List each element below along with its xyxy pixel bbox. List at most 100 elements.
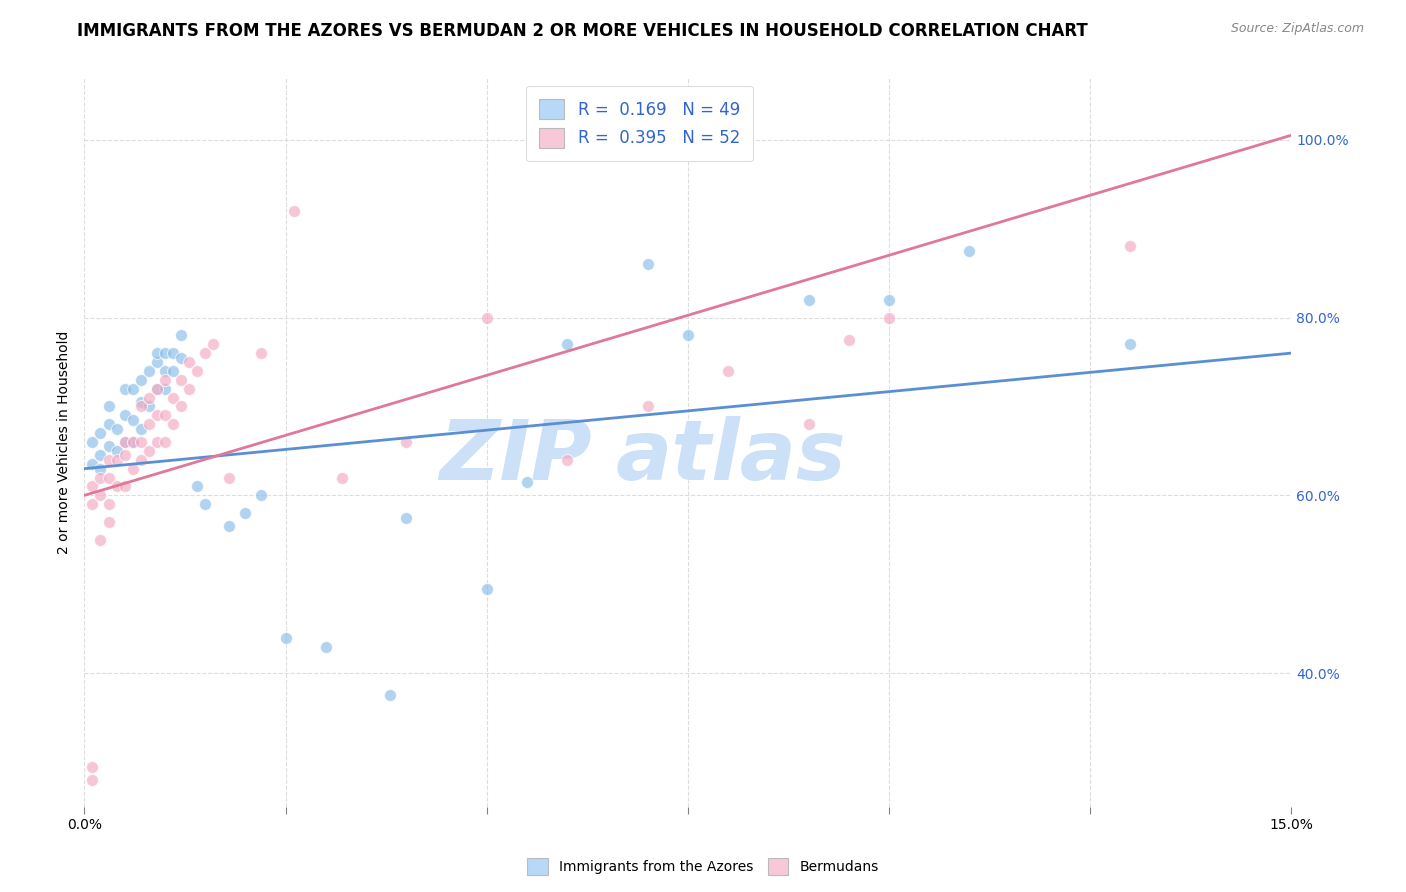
Point (162, 364, 184, 378)
Point (121, 413, 143, 427)
Point (186, 479, 208, 493)
Point (146, 409, 169, 423)
Point (82, 497, 104, 511)
Point (129, 422, 152, 436)
Text: atlas: atlas (616, 416, 846, 497)
Point (146, 355, 169, 369)
Point (114, 409, 136, 423)
Point (637, 257, 659, 271)
Point (89, 426, 111, 441)
Point (153, 373, 176, 387)
Point (177, 355, 200, 369)
Point (129, 452, 152, 467)
Point (97, 515, 120, 529)
Point (121, 435, 143, 450)
Point (233, 506, 256, 520)
Point (516, 475, 538, 489)
Point (186, 364, 208, 378)
Point (138, 391, 160, 405)
Point (114, 479, 136, 493)
Point (797, 417, 820, 432)
Point (121, 461, 143, 475)
Point (218, 470, 240, 484)
Point (146, 435, 169, 450)
Point (170, 328, 193, 343)
Point (170, 373, 193, 387)
Point (153, 382, 176, 396)
Point (138, 417, 160, 432)
Point (105, 479, 128, 493)
Point (82, 759, 104, 773)
Point (105, 422, 128, 436)
Point (97, 440, 120, 454)
Point (959, 244, 981, 258)
Point (170, 400, 193, 414)
Point (274, 631, 297, 645)
Point (89, 448, 111, 462)
Point (475, 310, 498, 325)
Point (129, 435, 152, 450)
Point (129, 395, 152, 409)
Point (146, 346, 169, 360)
Point (97, 452, 120, 467)
Point (114, 448, 136, 462)
Point (1119, 239, 1142, 253)
Point (153, 409, 176, 423)
Point (637, 400, 659, 414)
Point (162, 391, 184, 405)
Point (146, 382, 169, 396)
Point (82, 435, 104, 450)
Point (121, 382, 143, 396)
Point (797, 293, 820, 307)
Point (194, 346, 217, 360)
Text: IMMIGRANTS FROM THE AZORES VS BERMUDAN 2 OR MORE VEHICLES IN HOUSEHOLD CORRELATI: IMMIGRANTS FROM THE AZORES VS BERMUDAN 2… (77, 22, 1088, 40)
Point (202, 337, 225, 351)
Point (555, 337, 578, 351)
Point (146, 382, 169, 396)
Y-axis label: 2 or more Vehicles in Household: 2 or more Vehicles in Household (58, 330, 72, 554)
Point (676, 328, 699, 343)
Point (153, 435, 176, 450)
Legend: Immigrants from the Azores, Bermudans: Immigrants from the Azores, Bermudans (522, 853, 884, 880)
Legend: R =  0.169   N = 49, R =  0.395   N = 52: R = 0.169 N = 49, R = 0.395 N = 52 (526, 86, 754, 161)
Point (105, 452, 128, 467)
Point (89, 488, 111, 502)
Point (89, 470, 111, 484)
Point (395, 435, 418, 450)
Point (114, 435, 136, 450)
Point (97, 497, 120, 511)
Point (121, 435, 143, 450)
Point (170, 351, 193, 365)
Point (717, 364, 740, 378)
Point (105, 444, 128, 458)
Point (177, 382, 200, 396)
Point (153, 346, 176, 360)
Point (82, 479, 104, 493)
Point (89, 461, 111, 475)
Point (877, 310, 900, 325)
Point (838, 333, 860, 347)
Point (1119, 337, 1142, 351)
Point (138, 444, 160, 458)
Point (378, 689, 401, 703)
Point (877, 293, 900, 307)
Point (82, 772, 104, 787)
Point (97, 417, 120, 432)
Point (114, 382, 136, 396)
Point (114, 435, 136, 450)
Point (218, 519, 240, 533)
Point (129, 400, 152, 414)
Point (162, 346, 184, 360)
Point (250, 488, 273, 502)
Point (129, 373, 152, 387)
Point (555, 452, 578, 467)
Point (194, 497, 217, 511)
Point (315, 640, 337, 654)
Point (138, 364, 160, 378)
Text: Source: ZipAtlas.com: Source: ZipAtlas.com (1230, 22, 1364, 36)
Point (250, 346, 273, 360)
Point (475, 582, 498, 596)
Point (162, 417, 184, 432)
Point (89, 533, 111, 547)
Point (82, 457, 104, 471)
